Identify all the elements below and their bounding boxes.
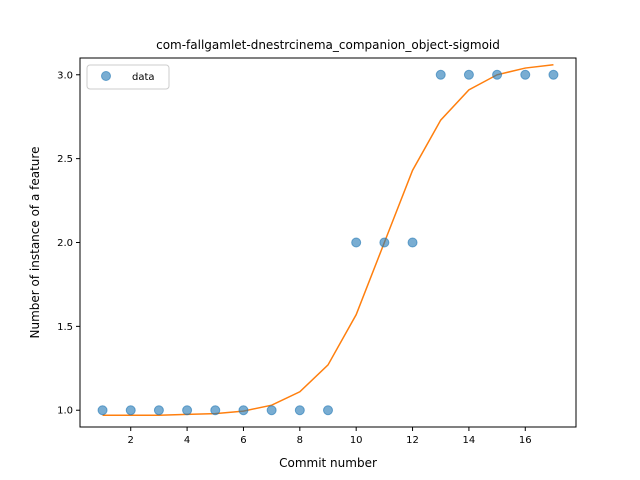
data-point	[435, 69, 446, 80]
x-tick-label: 14	[463, 435, 476, 446]
y-tick-label: 2.0	[57, 238, 73, 249]
data-point	[238, 405, 249, 416]
legend-marker-icon	[101, 71, 111, 81]
data-point	[125, 405, 136, 416]
data-point	[182, 405, 193, 416]
data-point	[266, 405, 277, 416]
x-tick-label: 10	[350, 435, 363, 446]
x-tick-label: 2	[128, 435, 134, 446]
data-point	[407, 237, 418, 248]
data-point	[520, 69, 531, 80]
x-tick-label: 4	[184, 435, 190, 446]
plot-area	[97, 63, 559, 417]
y-axis: 1.0 1.5 2.0 2.5 3.0	[57, 70, 80, 417]
y-tick-label: 3.0	[57, 70, 73, 81]
data-point	[351, 237, 362, 248]
data-point	[97, 405, 108, 416]
legend-label: data	[132, 72, 155, 83]
x-tick-label: 6	[240, 435, 246, 446]
x-axis: 2 4 6 8 10 12 14 16	[128, 427, 532, 446]
data-point	[379, 237, 390, 248]
x-axis-label: Commit number	[279, 456, 377, 470]
x-tick-label: 12	[406, 435, 419, 446]
legend-box	[86, 64, 170, 90]
y-tick-label: 1.0	[57, 406, 73, 417]
fit-line	[102, 63, 554, 417]
data-point	[548, 69, 559, 80]
data-point	[492, 69, 503, 80]
data-point	[210, 405, 221, 416]
x-tick-label: 16	[519, 435, 532, 446]
data-point	[294, 405, 305, 416]
y-tick-label: 1.5	[57, 322, 73, 333]
data-point	[463, 69, 474, 80]
chart-title: com-fallgamlet-dnestrcinema_companion_ob…	[156, 38, 500, 52]
legend: data	[86, 64, 170, 90]
data-point	[153, 405, 164, 416]
y-tick-label: 2.5	[57, 154, 73, 165]
data-point	[323, 405, 333, 416]
y-axis-label: Number of instance of a feature	[28, 147, 42, 339]
x-tick-label: 8	[297, 435, 303, 446]
